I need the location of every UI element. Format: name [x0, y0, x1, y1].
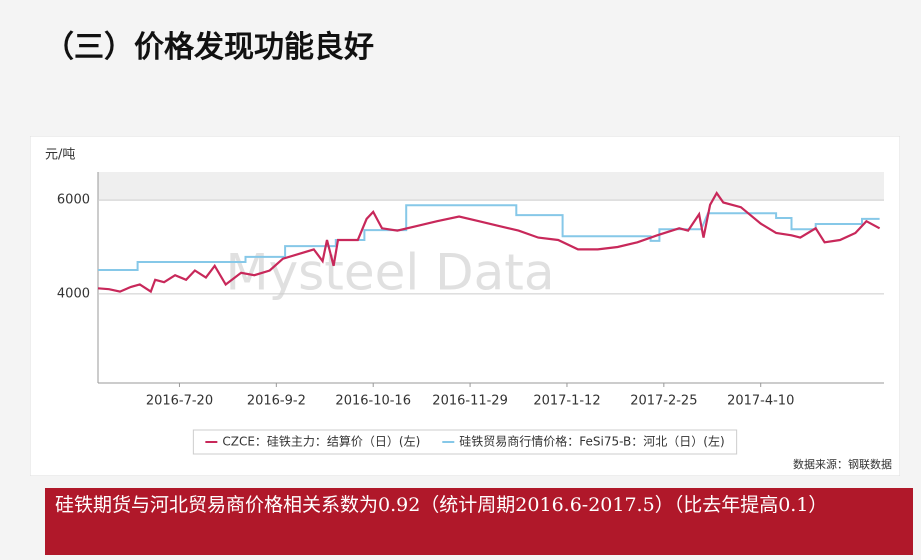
legend-label: 硅铁贸易商行情价格：FeSi75-B：河北（日）(左) [459, 434, 724, 449]
x-tick-label: 2016-11-29 [432, 394, 508, 409]
series-line [98, 204, 880, 271]
plot-top-band [98, 172, 884, 201]
y-tick-label: 6000 [57, 193, 90, 208]
chart: 元/吨 Mysteel Data 数据来源：钢联数据 4000 6000 2016-… [30, 136, 900, 476]
slide-title: （三）价格发现功能良好 [44, 30, 374, 65]
source: 数据来源：钢联数据 [793, 457, 892, 471]
series-line [97, 191, 881, 294]
x-tick-label: 2016-7-20 [146, 394, 213, 409]
note-box: 硅铁期货与河北贸易商价格相关系数为0.92（统计周期2016.6-2017.5）… [45, 488, 913, 555]
y-tick-label: 4000 [57, 286, 90, 301]
x-tick-label: 2017-1-12 [533, 394, 600, 409]
x-tick-label: 2017-2-25 [630, 394, 697, 409]
y-unit: 元/吨 [45, 148, 75, 163]
x-tick-label: 2016-10-16 [335, 394, 411, 409]
x-tick-label: 2017-4-10 [727, 394, 794, 409]
x-tick-label: 2016-9-2 [247, 394, 306, 409]
legend-box [192, 429, 738, 455]
legend-label: CZCE：硅铁主力：结算价（日）(左) [222, 434, 420, 449]
watermark: Mysteel Data [225, 244, 554, 302]
